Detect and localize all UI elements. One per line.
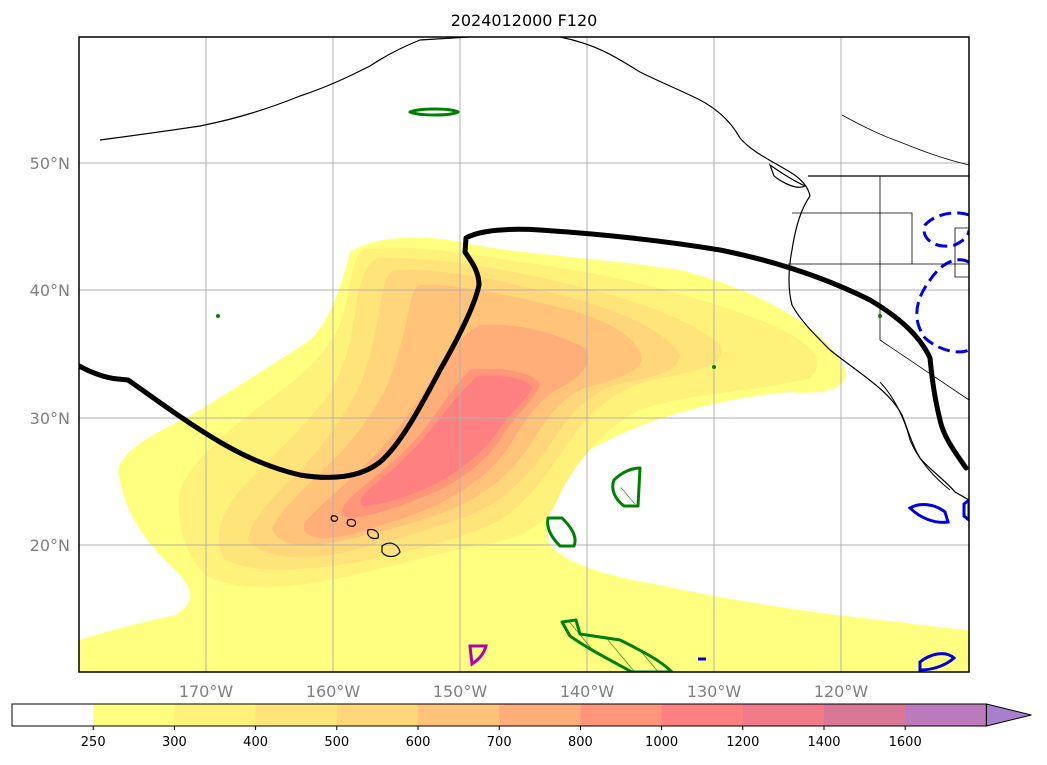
- green-contour-bottom: [560, 618, 674, 672]
- lon-label-120: 120°W: [814, 682, 869, 701]
- blue-contours: [698, 211, 969, 672]
- alaska-gulf-coast: [559, 37, 811, 197]
- green-contour-alaska: [408, 107, 460, 117]
- lon-label-130: 130°W: [687, 682, 742, 701]
- magenta-contour: [468, 644, 488, 667]
- colorbar-segment-250: [93, 704, 175, 726]
- colorbar-label-500: 500: [324, 735, 349, 750]
- alaska-peninsula-coast: [99, 37, 470, 141]
- kauai-island: [330, 515, 339, 522]
- graticule: [79, 37, 969, 672]
- colorbar-segment-1000: [661, 704, 744, 726]
- lat-label-50: 50°N: [30, 154, 70, 173]
- lon-label-170: 170°W: [179, 682, 234, 701]
- colorbar-segment-800: [580, 704, 663, 726]
- colorbar-extend-arrow: [985, 703, 1032, 727]
- lat-label-30: 30°N: [30, 409, 70, 428]
- colorbar-label-1200: 1200: [726, 735, 759, 750]
- mexico-coast: [879, 381, 951, 491]
- green-contour-tri: [611, 466, 642, 508]
- blue-dashed-2: [915, 258, 969, 354]
- colorbar-segment-400: [255, 704, 338, 726]
- lat-label-20: 20°N: [30, 536, 70, 555]
- lat-label-40: 40°N: [30, 281, 70, 300]
- lon-label-160: 160°W: [306, 682, 361, 701]
- colorbar-label-300: 300: [162, 735, 187, 750]
- green-dot-a: [216, 314, 220, 318]
- blue-contour-3: [962, 498, 969, 522]
- nevada-border: [788, 263, 969, 401]
- black-contour-line: [79, 226, 969, 480]
- oahu-island: [346, 518, 357, 527]
- map-plot-area: [79, 37, 969, 672]
- vancouver-island: [768, 163, 807, 188]
- map-title: 2024012000 F120: [451, 11, 598, 30]
- colorbar-label-700: 700: [487, 735, 512, 750]
- utah-box: [954, 227, 969, 278]
- contour-fill-1000: [360, 375, 532, 506]
- colorbar-label-250: 250: [81, 735, 106, 750]
- green-dot-c: [878, 314, 882, 318]
- hawaii-big-island: [381, 542, 401, 558]
- colorbar-segment-500: [336, 704, 419, 726]
- blue-dashed-1: [922, 211, 969, 248]
- maui-island: [367, 528, 379, 540]
- green-contours: [408, 107, 674, 672]
- colorbar-label-1400: 1400: [807, 735, 840, 750]
- colorbar-label-1000: 1000: [645, 735, 678, 750]
- colorbar-segment-1600: [905, 704, 987, 726]
- colorbar-label-400: 400: [243, 735, 268, 750]
- oregon-border: [792, 212, 969, 265]
- colorbar-segment-below: [12, 704, 94, 726]
- longitude-labels: 170°W 160°W 150°W 140°W 130°W 120°W: [179, 682, 869, 701]
- hawaiian-islands: [330, 515, 401, 558]
- colorbar-segment-1200: [742, 704, 825, 726]
- colorbar: 250 300 400 500 600 700 800 1000 1200 1400 1600: [11, 703, 1032, 750]
- colorbar-label-600: 600: [406, 735, 431, 750]
- idaho-border: [879, 176, 913, 264]
- green-dots: [216, 314, 882, 369]
- coastlines: [99, 37, 969, 501]
- colorbar-label-800: 800: [568, 735, 593, 750]
- blue-contour-2: [918, 652, 957, 672]
- lon-label-150: 150°W: [433, 682, 488, 701]
- green-contour-tri-hatch: [620, 478, 636, 504]
- colorbar-segment-300: [174, 704, 257, 726]
- colorbar-segment-700: [499, 704, 581, 726]
- map-frame: [78, 36, 970, 673]
- latitude-labels: 50°N 40°N 30°N 20°N: [30, 154, 70, 555]
- colorbar-label-1600: 1600: [889, 735, 922, 750]
- green-contour-small: [546, 516, 577, 548]
- colorbar-segment-1400: [824, 704, 906, 726]
- lon-label-140: 140°W: [560, 682, 615, 701]
- canada-interior-lines: [841, 114, 969, 166]
- blue-contour-1: [907, 503, 950, 524]
- colorbar-segment-600: [418, 704, 500, 726]
- filled-contours: [79, 237, 969, 672]
- green-dot-b: [712, 365, 716, 369]
